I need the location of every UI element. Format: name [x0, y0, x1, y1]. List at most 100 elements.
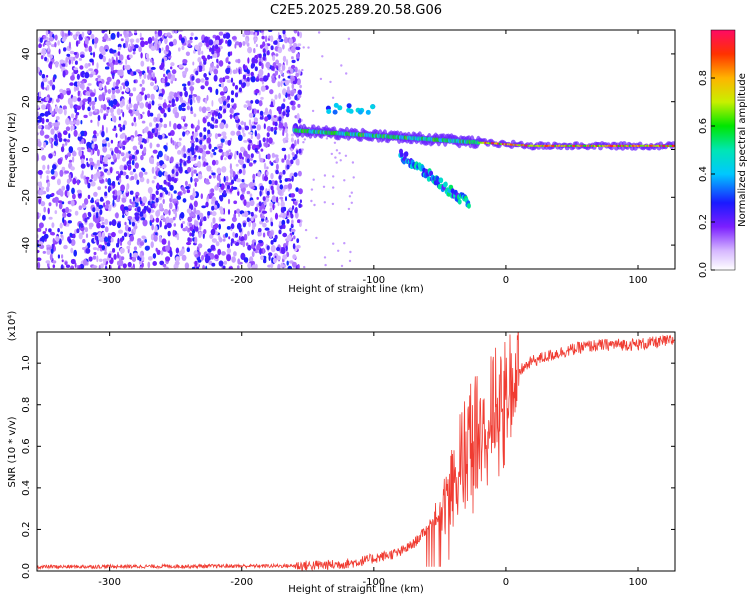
noise-speck	[63, 138, 67, 142]
noise-speck	[268, 35, 271, 39]
noise-speck	[275, 59, 279, 65]
noise-speck	[165, 82, 171, 87]
noise-speck	[247, 57, 250, 64]
noise-speck	[97, 232, 103, 238]
noise-speck	[269, 160, 272, 165]
noise-speck	[216, 174, 221, 181]
noise-speck	[135, 69, 141, 73]
noise-speck	[76, 73, 80, 80]
noise-speck	[74, 60, 78, 65]
noise-speck	[206, 195, 209, 199]
noise-speck	[291, 261, 297, 268]
noise-speck	[332, 175, 335, 178]
noise-speck	[51, 232, 55, 236]
noise-streak	[278, 116, 282, 122]
noise-speck	[63, 244, 68, 250]
noise-speck	[227, 209, 231, 215]
noise-speck	[238, 41, 243, 48]
noise-streak	[119, 170, 124, 176]
noise-speck	[98, 82, 103, 90]
noise-speck	[201, 67, 206, 72]
noise-speck	[297, 103, 301, 108]
noise-streak	[147, 133, 151, 139]
noise-speck	[229, 168, 234, 175]
noise-speck	[216, 167, 222, 174]
noise-speck	[230, 130, 236, 136]
noise-speck	[251, 229, 255, 235]
noise-speck	[127, 248, 130, 254]
noise-speck	[134, 173, 138, 181]
noise-speck	[128, 92, 134, 97]
noise-streak	[104, 191, 108, 197]
noise-speck	[254, 99, 260, 105]
noise-speck	[291, 59, 296, 64]
noise-speck	[287, 265, 293, 269]
branch-cell	[399, 152, 404, 158]
noise-speck	[134, 44, 139, 49]
noise-speck	[171, 69, 177, 75]
noise-speck	[190, 32, 194, 36]
noise-speck	[103, 202, 106, 208]
noise-speck	[299, 199, 302, 204]
noise-speck	[301, 68, 304, 72]
noise-speck	[124, 134, 127, 142]
noise-speck	[144, 239, 147, 243]
noise-speck	[248, 119, 252, 126]
noise-speck	[159, 260, 165, 266]
noise-speck	[46, 103, 51, 109]
noise-speck	[234, 210, 237, 215]
noise-speck	[103, 33, 108, 41]
noise-speck	[147, 261, 151, 269]
noise-speck	[224, 181, 229, 186]
colorbar-tick-label: 0.4	[698, 166, 709, 182]
noise-speck	[76, 179, 80, 186]
noise-speck	[197, 66, 200, 72]
noise-speck	[205, 150, 211, 155]
noise-speck	[199, 212, 204, 218]
noise-speck	[233, 213, 237, 220]
noise-speck	[311, 109, 315, 113]
noise-speck	[96, 247, 100, 251]
noise-speck	[313, 203, 316, 207]
noise-speck	[235, 163, 239, 167]
noise-speck	[59, 222, 63, 229]
noise-speck	[68, 174, 72, 179]
noise-speck	[282, 74, 285, 77]
noise-speck	[211, 200, 214, 205]
noise-speck	[271, 117, 275, 122]
noise-speck	[102, 104, 107, 111]
noise-streak	[179, 166, 183, 172]
x-tick-label: -200	[230, 275, 253, 286]
noise-speck	[195, 78, 201, 84]
noise-speck	[61, 259, 64, 263]
noise-speck	[283, 184, 289, 190]
noise-streak	[223, 33, 227, 39]
noise-speck	[37, 170, 43, 175]
noise-speck	[49, 106, 52, 114]
noise-speck	[83, 198, 89, 205]
noise-speck	[272, 257, 277, 264]
noise-speck	[139, 83, 143, 87]
noise-speck	[187, 166, 192, 173]
noise-speck	[226, 226, 231, 230]
colorbar-label: Normalized spectral amplitude	[737, 73, 748, 227]
noise-speck	[198, 231, 202, 238]
noise-speck	[106, 106, 110, 110]
noise-streak	[250, 64, 254, 69]
x-tick-label: 100	[628, 275, 647, 286]
noise-speck	[118, 229, 123, 234]
noise-speck	[281, 147, 286, 152]
noise-streak	[274, 180, 278, 186]
noise-speck	[264, 116, 269, 122]
noise-speck	[256, 133, 261, 140]
noise-speck	[213, 151, 217, 156]
noise-speck	[260, 148, 264, 152]
noise-streak	[199, 140, 203, 145]
noise-speck	[133, 246, 137, 251]
noise-speck	[158, 160, 164, 166]
noise-speck	[125, 211, 129, 216]
noise-speck	[46, 186, 50, 193]
noise-speck	[178, 64, 183, 69]
noise-streak	[199, 221, 203, 227]
noise-speck	[257, 109, 259, 114]
